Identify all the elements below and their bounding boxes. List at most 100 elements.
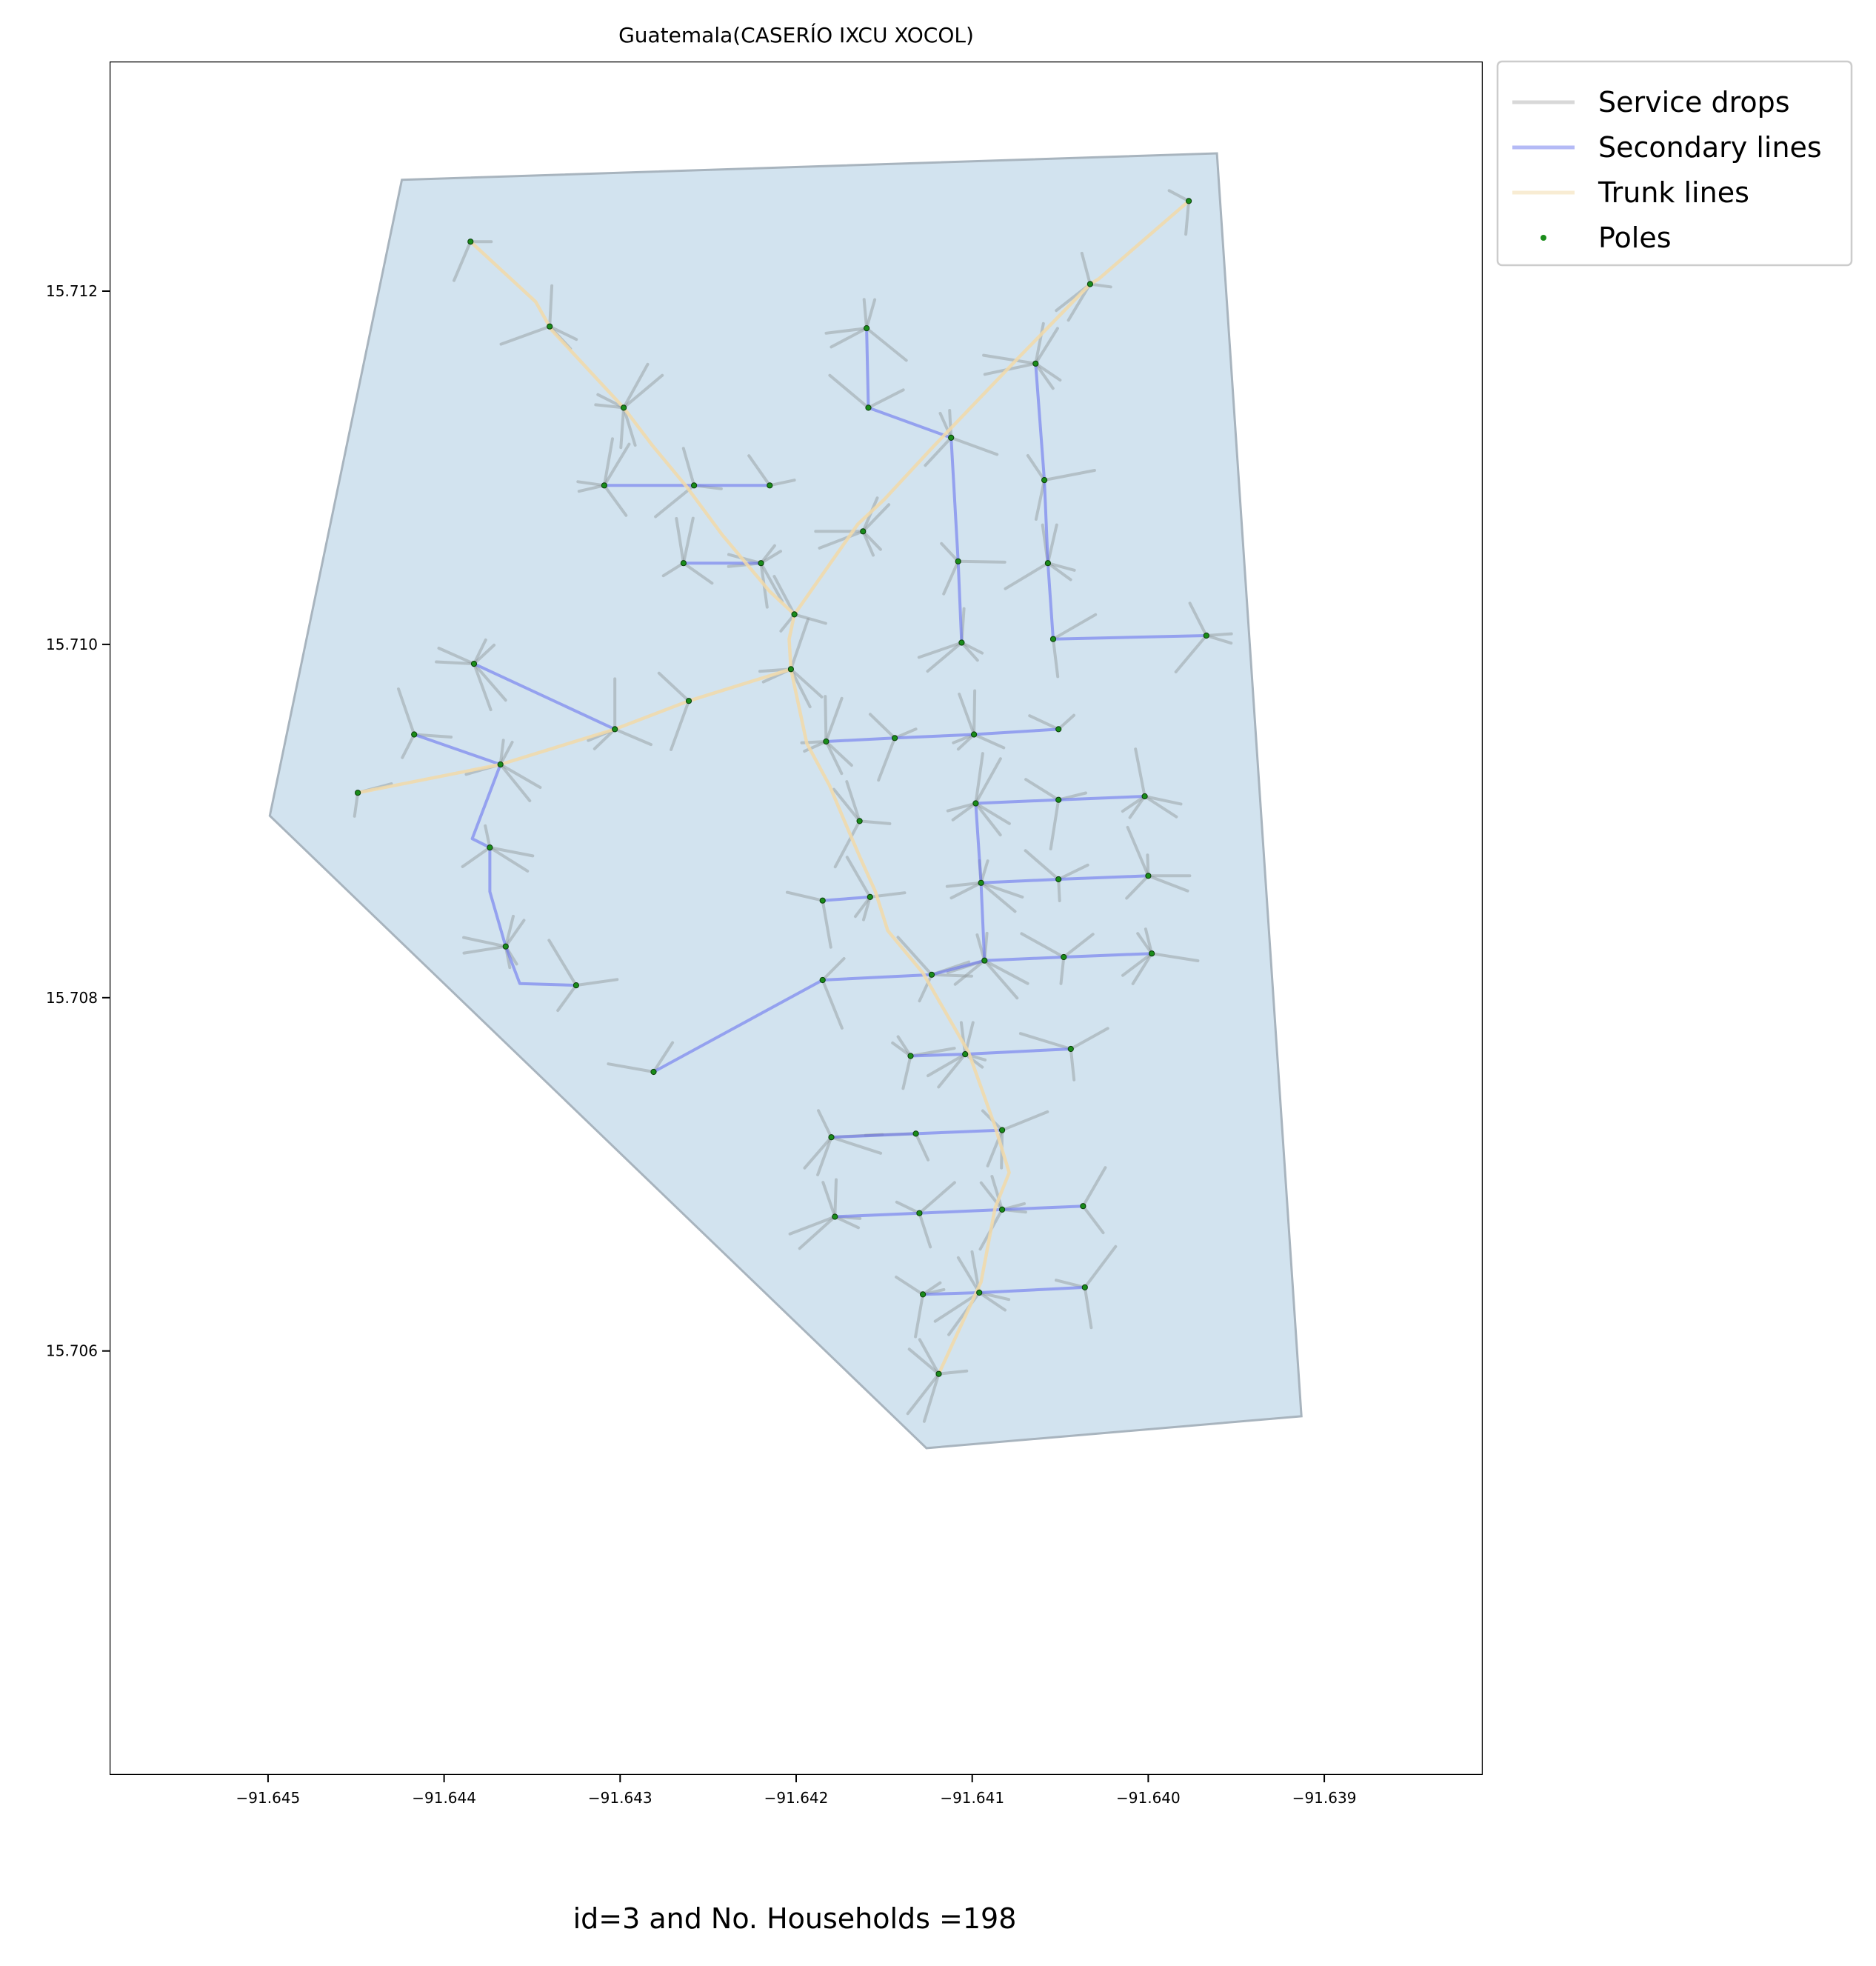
service-drop	[768, 479, 796, 487]
service-drop	[619, 406, 626, 450]
service-drop	[960, 641, 979, 662]
trunk-line	[792, 199, 1190, 616]
service-drop	[484, 824, 492, 850]
service-drop	[907, 1347, 941, 1376]
service-drop	[548, 284, 554, 328]
service-drop	[1080, 251, 1092, 286]
service-drop	[613, 727, 652, 747]
x-tick-label: −91.645	[236, 1789, 301, 1807]
pole	[819, 897, 826, 904]
service-drop	[1126, 825, 1150, 878]
service-drop	[833, 1215, 860, 1230]
service-drop	[435, 660, 475, 666]
service-drop	[1046, 562, 1076, 572]
service-drop	[574, 978, 619, 987]
service-drop	[817, 1109, 833, 1139]
service-drop	[829, 327, 869, 349]
pole	[1044, 560, 1052, 567]
service-drop	[1150, 952, 1200, 962]
pole	[999, 1206, 1006, 1213]
service-drop	[681, 562, 714, 585]
service-drop	[1083, 1285, 1093, 1330]
service-drop	[960, 641, 984, 655]
x-tick-label: −91.639	[1292, 1789, 1357, 1807]
service-drop	[1052, 637, 1060, 679]
pole	[962, 1051, 969, 1058]
service-drop	[974, 757, 1002, 805]
pole	[1080, 1203, 1086, 1210]
service-drop	[1081, 1204, 1105, 1235]
pole	[758, 560, 764, 567]
legend-label: Poles	[1598, 221, 1672, 254]
service-drop	[461, 846, 492, 868]
pole	[601, 482, 608, 489]
service-drop	[1034, 321, 1045, 365]
pole	[1061, 953, 1067, 961]
service-drop	[862, 298, 869, 330]
service-drop	[865, 327, 908, 362]
service-drop	[918, 1211, 932, 1249]
service-drop	[861, 530, 882, 551]
service-drop	[1184, 199, 1191, 236]
service-drop	[1001, 1110, 1049, 1132]
service-drop	[924, 436, 953, 467]
pole	[1049, 636, 1057, 642]
service-drop	[622, 406, 637, 447]
service-drop	[901, 1054, 912, 1090]
service-drop	[979, 881, 1017, 913]
service-drop	[854, 895, 872, 919]
pole	[1055, 726, 1062, 733]
service-drop	[821, 957, 846, 982]
service-drop	[956, 1256, 981, 1294]
service-drop	[1167, 189, 1191, 203]
x-axis: −91.645 −91.644 −91.643 −91.642 −91.641 −91.6…	[236, 1775, 1357, 1807]
pole	[1086, 281, 1094, 287]
service-drop	[1020, 932, 1066, 959]
service-drop	[964, 1053, 984, 1069]
service-drop	[821, 1181, 837, 1219]
legend-label: Secondary lines	[1598, 131, 1822, 164]
service-drop	[821, 899, 832, 949]
pole	[978, 879, 984, 886]
pole	[1055, 876, 1062, 883]
service-drop	[1034, 361, 1062, 382]
service-drop	[657, 671, 690, 703]
service-drop	[803, 740, 828, 753]
service-drop	[488, 846, 530, 873]
service-drop	[594, 403, 626, 410]
pole	[680, 560, 687, 567]
service-drop	[958, 693, 976, 736]
service-drop	[1088, 282, 1112, 289]
legend-label: Service drops	[1598, 86, 1790, 119]
pole	[1032, 360, 1039, 367]
service-drop	[1188, 602, 1208, 637]
service-drop	[896, 936, 933, 976]
secondary-line	[652, 952, 1152, 1073]
service-drop	[867, 388, 905, 410]
service-drop	[832, 787, 861, 823]
service-drop	[798, 1215, 837, 1250]
service-drop	[473, 638, 487, 666]
x-tick-label: −91.640	[1116, 1789, 1181, 1807]
service-drop	[979, 881, 1024, 899]
service-drop	[937, 1053, 967, 1089]
service-drop	[948, 409, 953, 439]
trunk-line	[357, 699, 690, 795]
service-drop	[972, 689, 977, 736]
service-drop	[397, 687, 416, 736]
pole	[767, 482, 773, 489]
service-drop	[824, 327, 869, 335]
pole	[487, 844, 493, 851]
service-drop	[938, 412, 953, 439]
service-drop	[473, 662, 507, 702]
trunk-lines-group	[357, 199, 1190, 1375]
pole	[1203, 632, 1209, 639]
service-drop	[918, 1181, 956, 1215]
map-plot-area	[110, 61, 1483, 1775]
service-drop	[670, 699, 690, 751]
service-drop	[833, 819, 861, 869]
pole	[1149, 950, 1155, 957]
service-drop	[473, 662, 493, 712]
service-drop	[956, 733, 976, 751]
pole	[355, 790, 361, 796]
